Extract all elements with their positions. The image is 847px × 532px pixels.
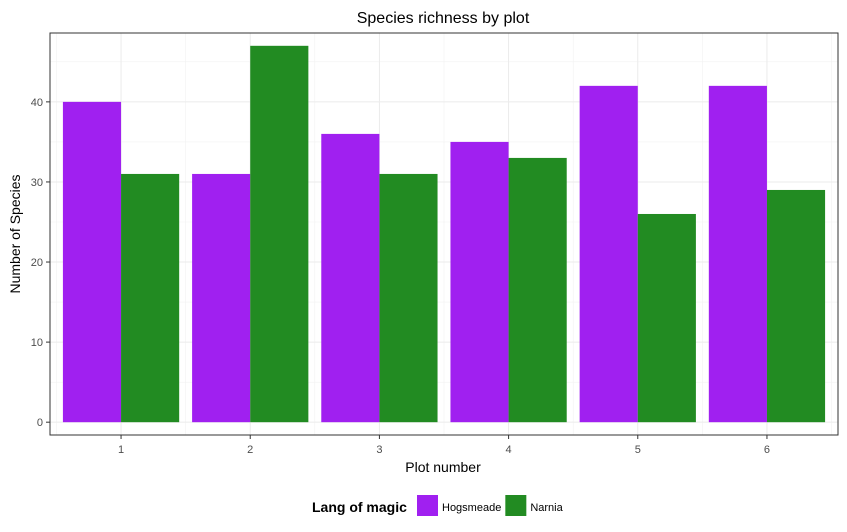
plot-panel <box>49 32 839 436</box>
x-tick-label: 6 <box>764 444 770 456</box>
bar-narnia-plot-2 <box>250 45 309 423</box>
bar-narnia-plot-6 <box>766 189 826 423</box>
x-axis: 1 2 3 4 5 6 <box>118 435 770 456</box>
y-tick-label: 30 <box>31 177 43 189</box>
bar-hogsmeade-plot-6 <box>708 85 767 423</box>
bar-hogsmeade-plot-1 <box>62 101 122 423</box>
bar-narnia-plot-5 <box>637 213 696 423</box>
chart-title: Species richness by plot <box>357 10 530 27</box>
y-axis-title: Number of Species <box>7 174 23 293</box>
y-axis: 0 10 20 30 40 <box>31 97 50 429</box>
y-tick-label: 40 <box>31 97 43 109</box>
x-tick-label: 4 <box>506 444 512 456</box>
bar-hogsmeade-plot-3 <box>321 133 380 423</box>
x-tick-label: 5 <box>635 444 641 456</box>
legend-swatch-narnia <box>505 495 527 516</box>
y-tick-label: 0 <box>37 417 43 429</box>
y-tick-label: 10 <box>31 337 43 349</box>
x-tick-label: 2 <box>247 444 253 456</box>
bar-hogsmeade-plot-5 <box>579 85 638 423</box>
legend-label-hogsmeade: Hogsmeade <box>442 502 501 514</box>
bar-hogsmeade-plot-2 <box>192 173 251 423</box>
legend-swatch-hogsmeade <box>417 495 438 516</box>
x-tick-label: 3 <box>376 444 382 456</box>
panel-border <box>49 32 839 436</box>
legend-label-narnia: Narnia <box>530 502 563 514</box>
bar-narnia-plot-1 <box>121 173 180 423</box>
x-axis-title: Plot number <box>405 459 481 475</box>
y-tick-label: 20 <box>31 257 43 269</box>
bar-narnia-plot-4 <box>508 157 567 423</box>
bar-hogsmeade-plot-4 <box>450 141 509 423</box>
legend-title: Lang of magic <box>312 499 407 515</box>
bars <box>62 45 826 423</box>
legend: Lang of magic Hogsmeade Narnia <box>312 495 564 516</box>
bar-narnia-plot-3 <box>379 173 438 423</box>
x-tick-label: 1 <box>118 444 124 456</box>
